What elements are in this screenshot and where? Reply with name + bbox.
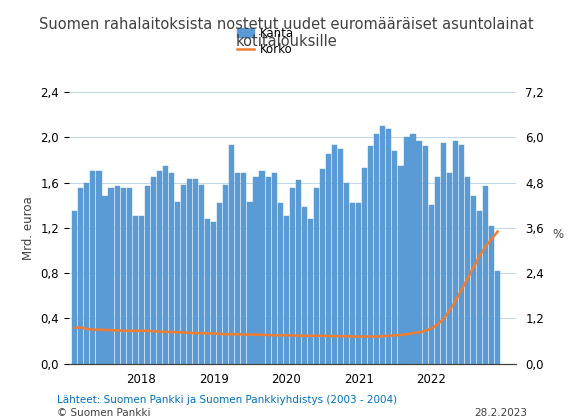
Bar: [422, 146, 427, 364]
Bar: [163, 166, 168, 364]
Bar: [229, 145, 234, 364]
Bar: [495, 271, 500, 364]
Bar: [277, 203, 282, 364]
Bar: [459, 145, 464, 364]
Bar: [338, 148, 343, 364]
Text: © Suomen Pankki: © Suomen Pankki: [57, 408, 151, 418]
Y-axis label: Mrd. euroa: Mrd. euroa: [22, 196, 35, 260]
Bar: [96, 171, 101, 364]
Bar: [489, 226, 494, 364]
Legend: Kanta, Korko: Kanta, Korko: [232, 22, 299, 61]
Bar: [79, 188, 84, 364]
Bar: [471, 196, 476, 364]
Bar: [453, 140, 458, 364]
Bar: [103, 196, 108, 364]
Bar: [236, 173, 241, 364]
Bar: [157, 171, 162, 364]
Bar: [265, 177, 270, 364]
Bar: [127, 188, 132, 364]
Bar: [91, 171, 96, 364]
Bar: [290, 188, 295, 364]
Bar: [368, 146, 374, 364]
Bar: [132, 217, 138, 364]
Bar: [362, 168, 367, 364]
Bar: [108, 188, 113, 364]
Bar: [241, 173, 246, 364]
Y-axis label: %: %: [552, 228, 564, 241]
Bar: [199, 185, 204, 364]
Bar: [193, 179, 198, 364]
Text: Lähteet: Suomen Pankki ja Suomen Pankkiyhdistys (2003 - 2004): Lähteet: Suomen Pankki ja Suomen Pankkiy…: [57, 395, 398, 405]
Bar: [434, 177, 439, 364]
Bar: [284, 217, 289, 364]
Bar: [308, 219, 313, 364]
Bar: [483, 186, 488, 364]
Text: Suomen rahalaitoksista nostetut uudet euromääräiset asuntolainat
kotitalouksille: Suomen rahalaitoksista nostetut uudet eu…: [39, 17, 534, 49]
Bar: [181, 185, 186, 364]
Bar: [139, 217, 144, 364]
Bar: [410, 134, 415, 364]
Bar: [393, 151, 398, 364]
Bar: [169, 173, 174, 364]
Bar: [223, 185, 229, 364]
Bar: [302, 207, 307, 364]
Bar: [151, 177, 156, 364]
Bar: [320, 169, 325, 364]
Bar: [145, 186, 150, 364]
Bar: [441, 143, 446, 364]
Bar: [187, 179, 192, 364]
Bar: [386, 129, 391, 364]
Bar: [477, 211, 482, 364]
Bar: [72, 211, 77, 364]
Bar: [175, 202, 180, 364]
Bar: [205, 219, 210, 364]
Bar: [344, 183, 349, 364]
Bar: [429, 205, 434, 364]
Bar: [380, 126, 386, 364]
Bar: [248, 202, 253, 364]
Bar: [356, 203, 361, 364]
Bar: [398, 166, 403, 364]
Bar: [84, 183, 89, 364]
Bar: [465, 177, 470, 364]
Bar: [374, 134, 379, 364]
Bar: [217, 203, 222, 364]
Bar: [326, 154, 331, 364]
Bar: [332, 145, 337, 364]
Bar: [314, 188, 319, 364]
Bar: [260, 171, 265, 364]
Bar: [417, 140, 422, 364]
Bar: [405, 137, 410, 364]
Bar: [115, 186, 120, 364]
Bar: [211, 222, 216, 364]
Bar: [120, 188, 125, 364]
Bar: [296, 180, 301, 364]
Text: 28.2.2023: 28.2.2023: [474, 408, 527, 418]
Bar: [272, 173, 277, 364]
Bar: [253, 177, 258, 364]
Bar: [350, 203, 355, 364]
Bar: [447, 173, 452, 364]
